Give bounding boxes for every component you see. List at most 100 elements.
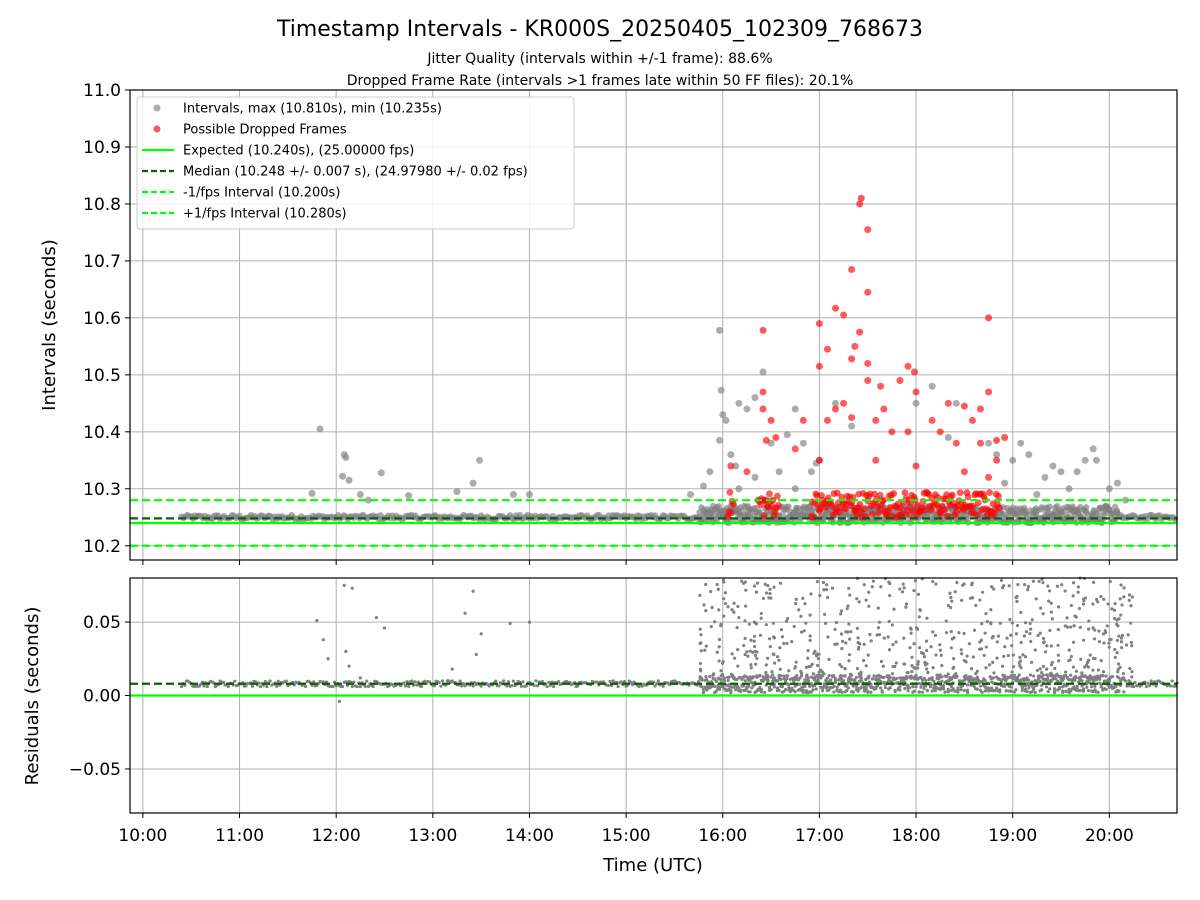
residual-band-point (919, 685, 923, 689)
residual-band-point (864, 684, 868, 689)
residual-scatter-point (1088, 677, 1092, 681)
x-tick-label: 11:00 (215, 826, 264, 846)
residual-scatter-point (1017, 660, 1021, 665)
interval-band-point (1082, 504, 1090, 511)
residual-scatter-point (1002, 654, 1006, 658)
residual-band-point (895, 676, 899, 681)
residual-scatter-point (910, 664, 914, 668)
residual-scatter-point (867, 604, 871, 608)
residual-band-point (540, 680, 544, 684)
residual-scatter-point (732, 601, 736, 605)
residual-scatter-point (916, 659, 920, 664)
dropped-band-point (876, 491, 884, 499)
residual-scatter-point (793, 677, 798, 682)
interval-point (832, 399, 840, 407)
residual-scatter-point (1010, 621, 1015, 625)
x-tick-label: 20:00 (1085, 826, 1134, 846)
residual-band-point (1044, 685, 1049, 689)
residual-scatter-point (1049, 644, 1053, 648)
residual-band-point (743, 688, 747, 693)
dropped-frame-point (823, 345, 831, 353)
dropped-band-point (969, 502, 976, 510)
residual-scatter-point (1004, 678, 1008, 683)
residual-scatter-point (983, 678, 987, 682)
residual-band-point (1032, 686, 1036, 690)
residual-scatter-point (1112, 616, 1117, 621)
residual-scatter-point (778, 667, 782, 671)
residual-scatter-point (1023, 583, 1027, 587)
residual-band-point (611, 679, 615, 683)
residual-band-point (432, 684, 437, 688)
residual-band-point (785, 674, 789, 678)
residual-scatter-point (1088, 653, 1092, 657)
dropped-frame-point (877, 382, 885, 390)
residual-scatter-point (703, 648, 707, 652)
residual-scatter-point (1056, 653, 1060, 657)
top-y-tick-label: 10.2 (83, 537, 121, 557)
residual-scatter-point (949, 595, 953, 600)
residual-scatter-point (699, 649, 703, 653)
residual-band-point (851, 690, 855, 694)
residual-scatter-point (815, 674, 820, 678)
residual-scatter-point (1117, 662, 1121, 666)
residual-scatter-point (862, 583, 866, 587)
dropped-frame-point (936, 428, 944, 436)
residual-band-point (534, 679, 538, 683)
residual-scatter-point (1015, 623, 1020, 628)
residual-scatter-point (910, 670, 914, 674)
residual-scatter-point (869, 639, 873, 643)
residual-band-point (506, 680, 511, 684)
residual-scatter-point (794, 597, 798, 601)
top-reference-lines (130, 499, 1177, 547)
residual-scatter-point (806, 656, 810, 660)
residual-scatter-point (984, 666, 988, 670)
dropped-band-point (995, 492, 1002, 500)
residual-scatter-point (974, 603, 978, 608)
residual-scatter-point (1069, 654, 1073, 659)
interval-band-point (1046, 503, 1053, 510)
residual-scatter-point (771, 621, 775, 625)
residual-scatter-point (812, 651, 816, 655)
interval-point (687, 490, 695, 498)
residual-scatter-point (778, 677, 782, 681)
residual-scatter-point (856, 647, 861, 651)
residual-band-point (833, 677, 838, 681)
residual-band-point (1069, 673, 1073, 677)
residual-scatter-point (787, 669, 791, 673)
interval-band-point (785, 503, 792, 510)
residual-band-point (1170, 679, 1174, 683)
residual-scatter-point (1047, 589, 1052, 593)
residual-scatter-point (712, 672, 716, 676)
residual-band-point (1012, 690, 1016, 694)
residual-band-point (874, 687, 878, 691)
residual-scatter-point (1053, 666, 1057, 671)
residual-scatter-point (848, 672, 853, 676)
residual-scatter-point (755, 656, 759, 660)
residual-band-point (816, 678, 820, 682)
residual-band-point (250, 684, 255, 688)
residual-scatter-point (1067, 678, 1071, 682)
residual-band-point (840, 690, 844, 694)
dropped-band-point (941, 506, 948, 514)
residual-scatter-point (1124, 643, 1129, 647)
residual-scatter-point (1099, 658, 1103, 663)
residual-scatter-point (726, 605, 730, 609)
dropped-frame-point (880, 405, 888, 413)
residual-scatter-point (1115, 638, 1119, 643)
residual-band-point (274, 684, 279, 688)
residual-band-point (782, 674, 786, 678)
residual-scatter-point (753, 653, 758, 657)
residual-scatter-point (713, 620, 717, 624)
residual-scatter-point (925, 667, 929, 671)
residual-scatter-point (877, 620, 882, 624)
residual-band-point (801, 690, 805, 695)
residual-scatter-point (946, 672, 950, 676)
residual-band-point (771, 673, 775, 677)
residual-scatter-point (720, 661, 725, 665)
residual-scatter-point (1107, 641, 1111, 645)
residual-scatter-point (923, 663, 928, 667)
residual-scatter-point (894, 661, 898, 665)
residual-band-point (1028, 673, 1033, 677)
residual-scatter-point (1078, 678, 1082, 683)
